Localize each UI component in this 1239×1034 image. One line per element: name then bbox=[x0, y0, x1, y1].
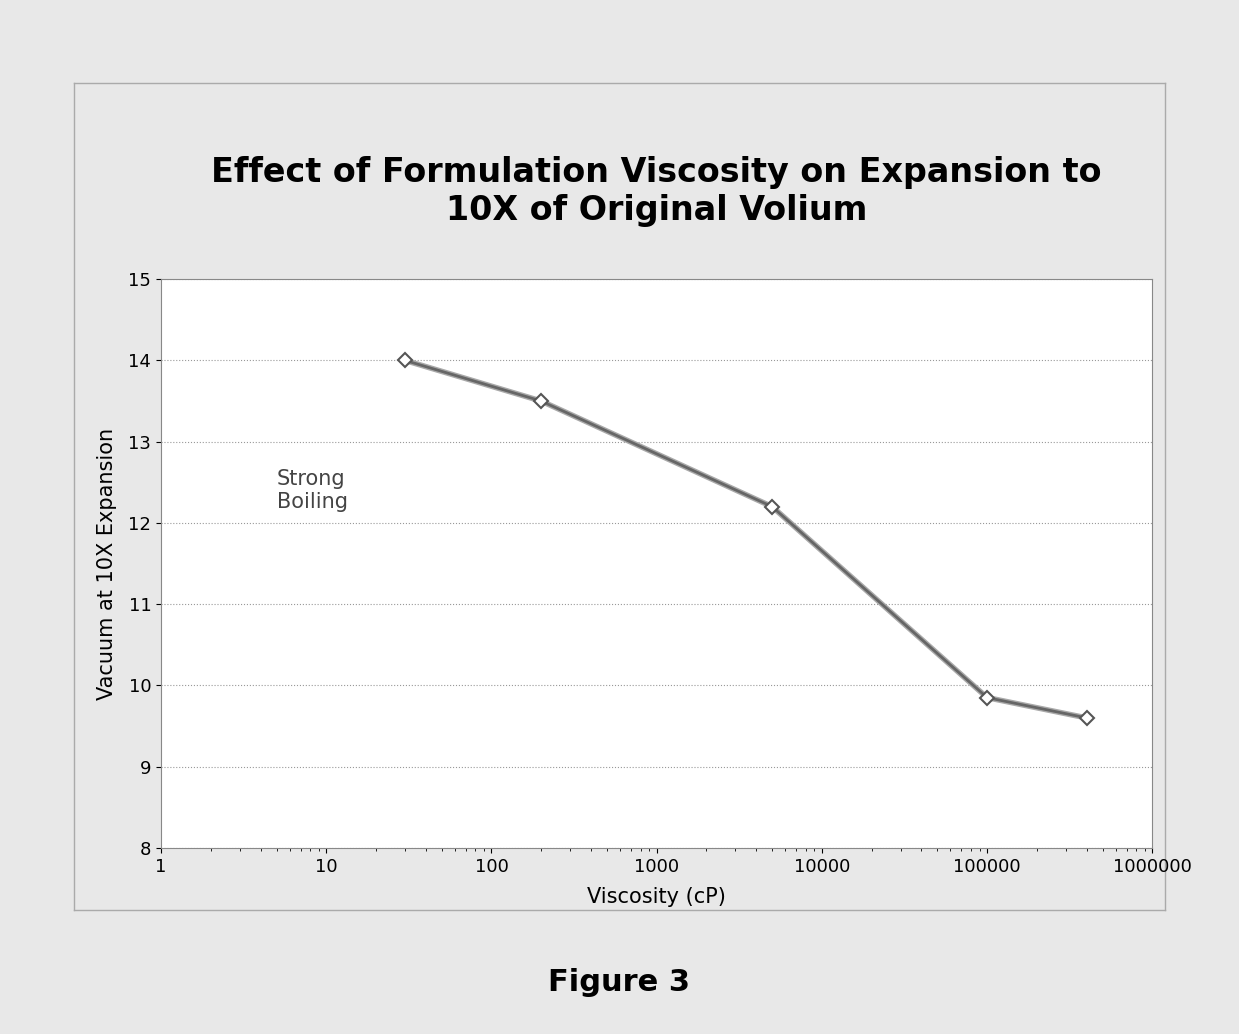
Y-axis label: Vacuum at 10X Expansion: Vacuum at 10X Expansion bbox=[98, 427, 118, 700]
Text: Effect of Formulation Viscosity on Expansion to
10X of Original Volium: Effect of Formulation Viscosity on Expan… bbox=[212, 156, 1101, 227]
X-axis label: Viscosity (cP): Viscosity (cP) bbox=[587, 887, 726, 907]
Text: Figure 3: Figure 3 bbox=[549, 968, 690, 997]
Text: Strong
Boiling: Strong Boiling bbox=[276, 468, 348, 512]
